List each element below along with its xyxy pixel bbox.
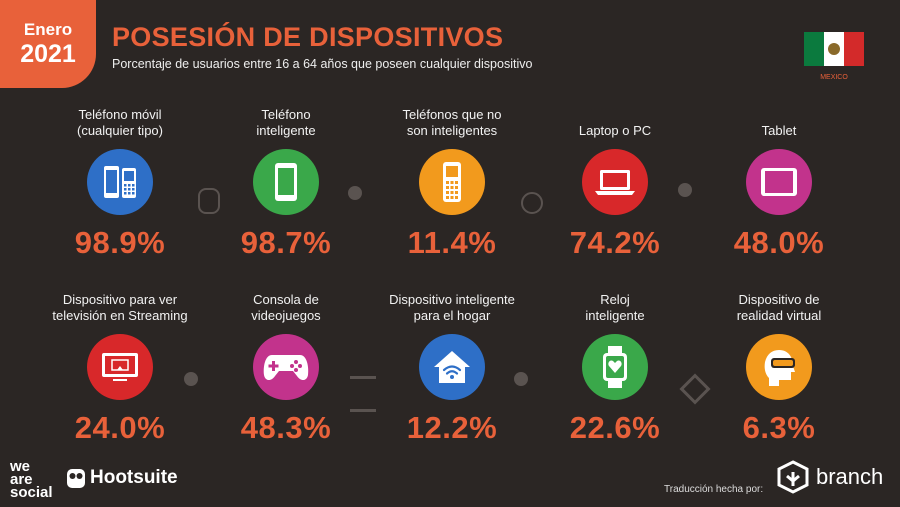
gwi-watermark-icon	[184, 372, 198, 386]
device-value: 24.0%	[74, 410, 166, 445]
device-label: Dispositivo para ver televisión en Stream…	[52, 292, 188, 323]
country-label: MEXICO	[820, 74, 848, 81]
owl-watermark-icon	[198, 188, 220, 214]
page-subtitle: Porcentaje de usuarios entre 16 a 64 año…	[112, 57, 533, 71]
gwi-watermark-icon	[678, 183, 692, 197]
device-card: Consola de videojuegos 48.3%	[211, 290, 361, 446]
branch-tree-icon	[777, 460, 809, 494]
device-value: 12.2%	[406, 410, 498, 445]
device-label: Laptop o PC	[578, 123, 652, 138]
smartwatch-icon	[582, 334, 648, 400]
gamepad-icon	[253, 334, 319, 400]
device-value: 98.9%	[74, 225, 166, 260]
gwi-watermark-icon	[514, 372, 528, 386]
device-label: Reloj inteligente	[585, 292, 645, 323]
phones-icon	[87, 149, 153, 215]
device-card: Tablet 48.0%	[704, 105, 854, 261]
device-card: Teléfono móvil (cualquier tipo) 98.9%	[45, 105, 195, 261]
translation-credit: Traducción hecha por:	[664, 484, 764, 495]
device-label: Dispositivo inteligente para el hogar	[389, 292, 515, 323]
branch-logo: branch	[776, 460, 883, 494]
device-card: Dispositivo inteligente para el hogar 12.…	[377, 290, 527, 446]
streaming-tv-icon	[87, 334, 153, 400]
device-value: 48.0%	[733, 225, 825, 260]
wearesocial-watermark-icon	[350, 376, 376, 412]
device-value: 74.2%	[569, 225, 661, 260]
owl-icon	[67, 469, 85, 488]
device-card: Dispositivo de realidad virtual 6.3%	[704, 290, 854, 446]
device-card: Laptop o PC 74.2%	[540, 105, 690, 261]
device-label: Teléfono móvil (cualquier tipo)	[77, 107, 163, 138]
smartphone-icon	[253, 149, 319, 215]
date-year: 2021	[20, 40, 76, 68]
device-value: 11.4%	[407, 225, 497, 260]
bulb-watermark-icon	[521, 192, 543, 214]
device-label: Consola de videojuegos	[251, 292, 321, 323]
wearesocial-logo: we are social	[10, 458, 53, 501]
mexico-flag-icon	[804, 32, 864, 66]
page-title: POSESIÓN DE DISPOSITIVOS	[112, 22, 504, 52]
laptop-icon	[582, 149, 648, 215]
device-label: Tablet	[761, 123, 797, 138]
device-label: Teléfonos que no son inteligentes	[402, 107, 502, 138]
device-card: Teléfono inteligente 98.7%	[211, 105, 361, 261]
device-value: 22.6%	[569, 410, 661, 445]
date-month: Enero	[23, 20, 73, 39]
device-value: 98.7%	[240, 225, 332, 260]
device-card: Reloj inteligente 22.6%	[540, 290, 690, 446]
device-value: 48.3%	[240, 410, 332, 445]
vr-headset-icon	[746, 334, 812, 400]
gwi-watermark-icon	[348, 186, 362, 200]
device-label: Teléfono inteligente	[256, 107, 316, 138]
tablet-icon	[746, 149, 812, 215]
device-card: Teléfonos que no son inteligentes 11.4%	[377, 105, 527, 261]
device-value: 6.3%	[742, 410, 816, 445]
feature-phone-icon	[419, 149, 485, 215]
device-card: Dispositivo para ver televisión en Stream…	[45, 290, 195, 446]
date-badge: Enero 2021	[0, 0, 96, 88]
hootsuite-logo: Hootsuite	[66, 467, 178, 489]
device-label: Dispositivo de realidad virtual	[736, 292, 822, 323]
smart-home-icon	[419, 334, 485, 400]
